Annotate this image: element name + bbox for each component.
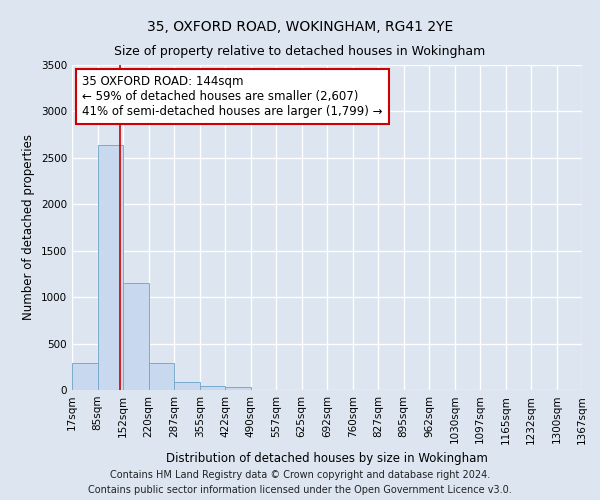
Bar xyxy=(72,362,98,390)
Y-axis label: Number of detached properties: Number of detached properties xyxy=(22,134,35,320)
Text: 35, OXFORD ROAD, WOKINGHAM, RG41 2YE: 35, OXFORD ROAD, WOKINGHAM, RG41 2YE xyxy=(147,20,453,34)
Text: 35 OXFORD ROAD: 144sqm
← 59% of detached houses are smaller (2,607)
41% of semi-: 35 OXFORD ROAD: 144sqm ← 59% of detached… xyxy=(82,74,383,118)
Bar xyxy=(200,386,226,390)
Bar xyxy=(225,387,251,390)
Text: Contains public sector information licensed under the Open Government Licence v3: Contains public sector information licen… xyxy=(88,485,512,495)
Text: Size of property relative to detached houses in Wokingham: Size of property relative to detached ho… xyxy=(115,45,485,58)
X-axis label: Distribution of detached houses by size in Wokingham: Distribution of detached houses by size … xyxy=(166,452,488,465)
Bar xyxy=(123,283,149,390)
Bar xyxy=(149,362,175,390)
Bar xyxy=(174,382,200,390)
Text: Contains HM Land Registry data © Crown copyright and database right 2024.: Contains HM Land Registry data © Crown c… xyxy=(110,470,490,480)
Bar xyxy=(98,146,124,390)
